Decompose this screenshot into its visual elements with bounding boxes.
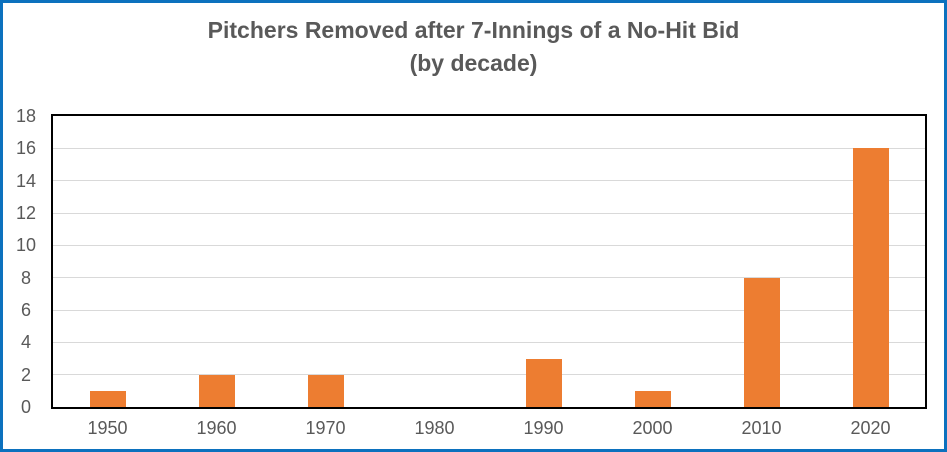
y-axis-tick-8: 8 bbox=[20, 267, 31, 288]
bar-1950 bbox=[89, 390, 126, 407]
x-axis-tick-1990: 1990 bbox=[523, 418, 564, 438]
gridline-y-2 bbox=[53, 374, 925, 376]
chart-title-line2: (by decade) bbox=[409, 50, 538, 76]
x-axis-tick-1980: 1980 bbox=[414, 418, 455, 438]
gridline-y-16 bbox=[53, 147, 925, 149]
x-axis-tick-2000: 2000 bbox=[632, 418, 673, 438]
y-axis-tick-16: 16 bbox=[15, 138, 37, 159]
plot-area bbox=[51, 114, 927, 409]
chart-title-line1: Pitchers Removed after 7-Innings of a No… bbox=[207, 17, 740, 43]
bar-1990 bbox=[525, 358, 562, 407]
y-axis-tick-14: 14 bbox=[15, 170, 37, 191]
y-axis-tick-4: 4 bbox=[20, 332, 31, 353]
y-axis-tick-0: 0 bbox=[20, 397, 31, 417]
y-axis-tick-6: 6 bbox=[20, 300, 31, 320]
bar-2000 bbox=[634, 390, 671, 407]
gridline-y-8 bbox=[53, 277, 925, 279]
x-axis-tick-2020: 2020 bbox=[850, 418, 891, 438]
chart-title: Pitchers Removed after 7-Innings of a No… bbox=[3, 14, 944, 80]
bar-1960 bbox=[198, 374, 235, 407]
gridline-y-14 bbox=[53, 180, 925, 182]
y-axis-tick-12: 12 bbox=[15, 203, 37, 223]
x-axis-tick-1960: 1960 bbox=[196, 418, 237, 438]
gridline-y-4 bbox=[53, 341, 925, 343]
gridline-y-6 bbox=[53, 309, 925, 311]
bar-1970 bbox=[307, 374, 344, 407]
y-axis-tick-18: 18 bbox=[15, 106, 37, 126]
bar-2020 bbox=[852, 148, 889, 407]
x-axis-tick-1950: 1950 bbox=[87, 418, 128, 438]
x-axis-tick-1970: 1970 bbox=[305, 418, 346, 438]
gridline-y-12 bbox=[53, 212, 925, 214]
bar-2010 bbox=[743, 277, 780, 407]
x-axis-tick-2010: 2010 bbox=[741, 418, 782, 438]
y-axis-tick-2: 2 bbox=[20, 364, 31, 385]
gridline-y-10 bbox=[53, 244, 925, 246]
y-axis-tick-10: 10 bbox=[15, 235, 37, 256]
